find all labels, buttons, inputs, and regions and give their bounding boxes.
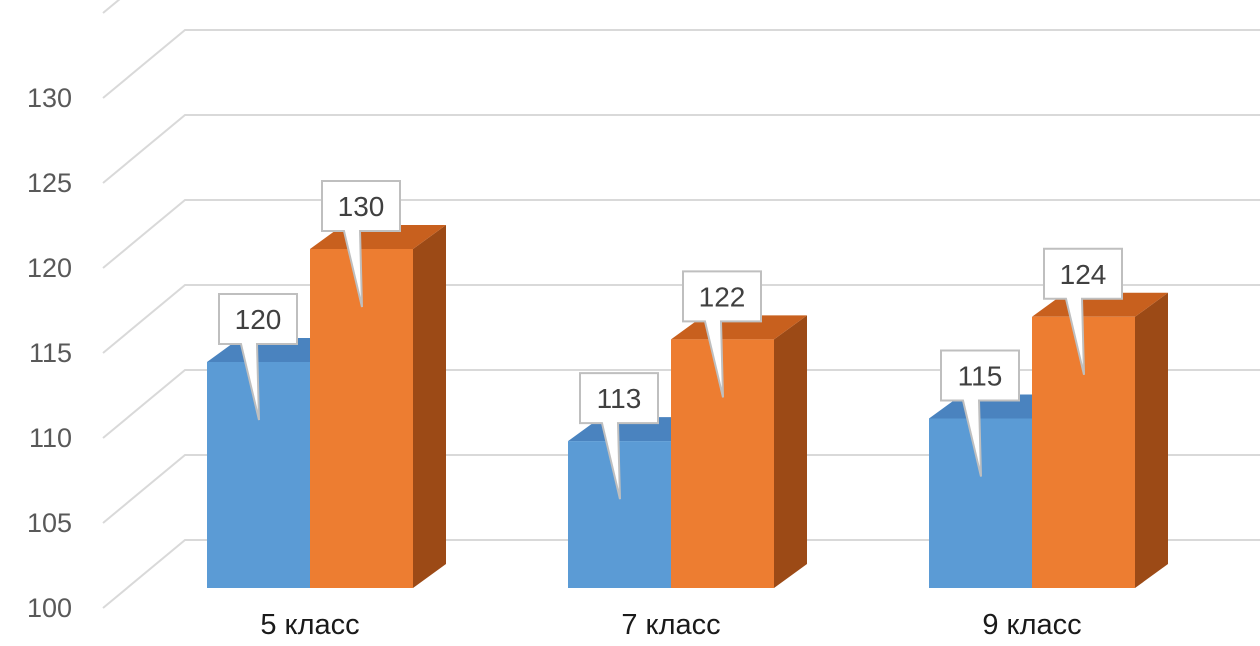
gridline <box>102 29 1260 99</box>
gridline <box>102 369 1260 439</box>
x-category-label: 9 класс <box>982 609 1081 641</box>
gridline <box>102 539 1260 609</box>
y-tick-label: 100 <box>27 593 72 623</box>
data-label: 122 <box>682 270 762 398</box>
gridlines <box>102 0 1260 609</box>
y-tick-label: 115 <box>29 338 72 368</box>
x-category-label: 5 класс <box>260 609 359 641</box>
data-label: 113 <box>579 372 659 500</box>
svg-text:113: 113 <box>597 383 642 414</box>
y-tick-label: 130 <box>27 83 72 113</box>
x-axis-categories: 5 класс 7 класс 9 класс <box>260 609 1081 641</box>
y-tick-label: 110 <box>29 423 72 453</box>
bar <box>1032 292 1168 588</box>
y-axis-ticks: 100 105 110 115 120 125 130 <box>27 83 72 623</box>
svg-text:122: 122 <box>699 281 746 312</box>
data-label: 120 <box>218 293 298 421</box>
svg-text:124: 124 <box>1060 259 1107 290</box>
gridline <box>102 0 121 14</box>
gridline <box>102 199 1260 269</box>
data-label: 124 <box>1043 247 1123 376</box>
y-tick-label: 105 <box>27 508 72 538</box>
bar <box>310 225 446 588</box>
x-category-label: 7 класс <box>621 609 720 641</box>
svg-text:115: 115 <box>958 361 1003 392</box>
data-label: 115 <box>940 349 1020 477</box>
bar <box>671 315 807 588</box>
data-label: 130 <box>321 180 401 308</box>
data-labels: 120 113 115 130 122 124 <box>218 180 1123 500</box>
svg-text:130: 130 <box>338 191 385 222</box>
gridline <box>102 284 1260 354</box>
gridline <box>102 454 1260 524</box>
y-tick-label: 125 <box>27 168 72 198</box>
svg-text:120: 120 <box>235 304 282 335</box>
y-tick-label: 120 <box>27 253 72 283</box>
gridline <box>102 114 1260 184</box>
